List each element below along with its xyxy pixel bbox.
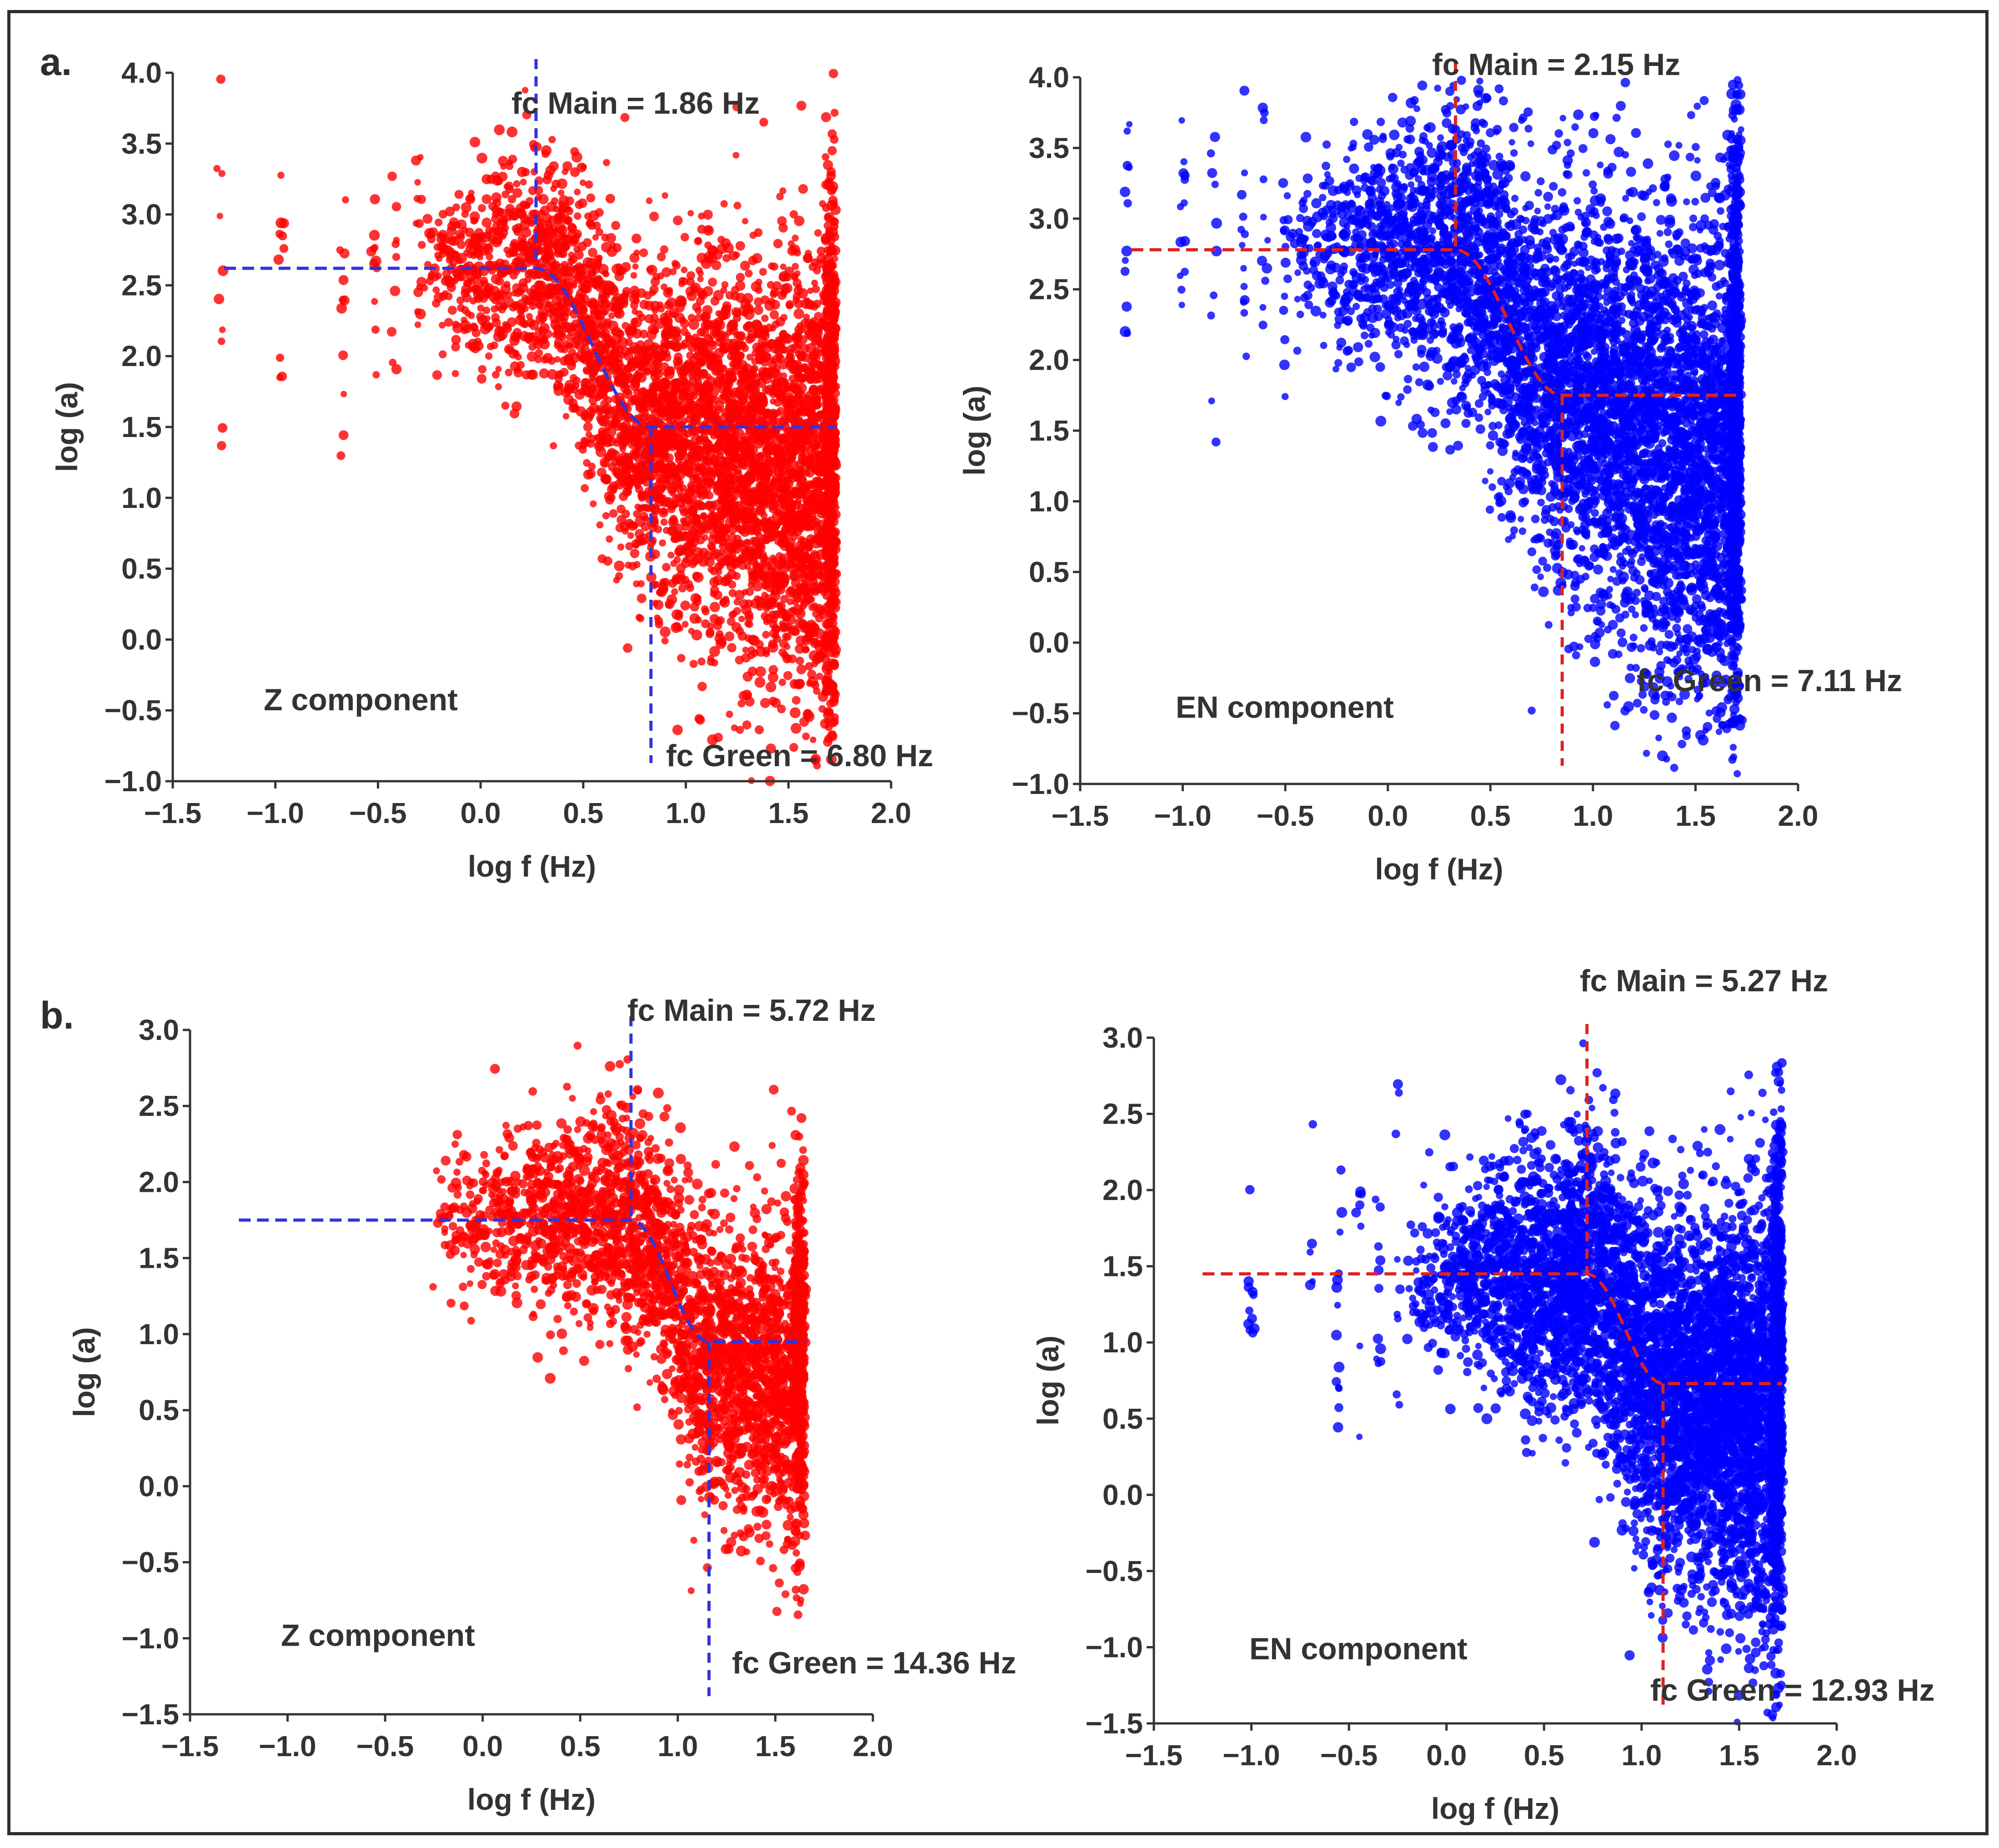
- panel-label-b: b.: [40, 994, 74, 1037]
- data-point: [709, 646, 720, 657]
- data-point: [671, 588, 678, 596]
- scatter-points: [213, 69, 841, 786]
- data-point: [680, 233, 689, 241]
- data-point: [811, 279, 818, 286]
- data-point: [662, 562, 671, 572]
- data-point: [817, 246, 826, 256]
- data-point: [547, 369, 558, 380]
- data-point: [678, 584, 687, 593]
- figure-border: [7, 10, 1989, 1835]
- panel-label-a: a.: [40, 40, 72, 83]
